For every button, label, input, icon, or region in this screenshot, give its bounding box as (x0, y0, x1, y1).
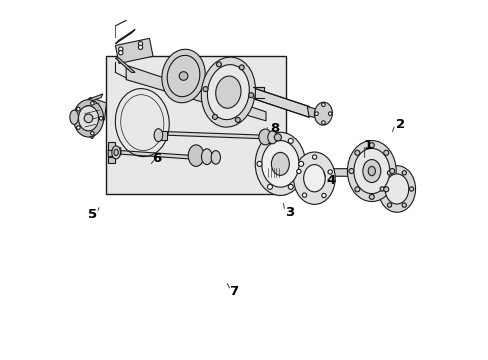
Ellipse shape (258, 129, 271, 145)
Text: 5: 5 (87, 208, 97, 221)
Ellipse shape (114, 149, 118, 156)
Circle shape (298, 161, 303, 166)
Ellipse shape (353, 148, 389, 194)
Bar (106, 56, 285, 194)
Polygon shape (86, 94, 102, 103)
Ellipse shape (162, 49, 205, 103)
Circle shape (287, 138, 293, 143)
Ellipse shape (70, 110, 78, 125)
Circle shape (90, 102, 94, 105)
Circle shape (383, 150, 388, 155)
Circle shape (90, 131, 94, 135)
Circle shape (383, 187, 388, 192)
Text: 4: 4 (325, 174, 334, 186)
Circle shape (321, 121, 325, 125)
Ellipse shape (314, 102, 332, 125)
Polygon shape (72, 98, 106, 139)
Polygon shape (115, 30, 135, 44)
Ellipse shape (78, 106, 99, 131)
Ellipse shape (293, 152, 335, 204)
Circle shape (354, 150, 359, 155)
Ellipse shape (112, 146, 120, 159)
Text: 7: 7 (229, 285, 238, 298)
Ellipse shape (261, 140, 298, 187)
Polygon shape (255, 89, 308, 117)
Circle shape (368, 194, 373, 199)
Circle shape (389, 168, 394, 174)
Ellipse shape (367, 166, 375, 176)
Ellipse shape (303, 165, 325, 192)
Circle shape (216, 62, 221, 67)
Polygon shape (108, 142, 115, 149)
Ellipse shape (255, 132, 305, 195)
Circle shape (401, 171, 406, 175)
Circle shape (312, 155, 316, 159)
Text: 3: 3 (284, 206, 293, 219)
Polygon shape (121, 150, 194, 159)
Polygon shape (306, 107, 321, 119)
Polygon shape (108, 148, 121, 157)
Circle shape (348, 168, 353, 174)
Circle shape (274, 134, 281, 141)
Circle shape (302, 193, 306, 197)
Ellipse shape (201, 149, 212, 165)
Circle shape (321, 193, 325, 198)
Circle shape (203, 87, 207, 91)
Circle shape (235, 117, 240, 122)
Ellipse shape (201, 57, 255, 127)
Polygon shape (126, 65, 265, 121)
Polygon shape (108, 157, 115, 163)
Circle shape (368, 143, 373, 148)
Text: 8: 8 (270, 122, 279, 135)
Circle shape (296, 169, 300, 174)
Ellipse shape (207, 65, 249, 120)
Circle shape (314, 112, 318, 116)
Ellipse shape (362, 159, 380, 183)
Circle shape (179, 72, 187, 80)
Circle shape (354, 187, 359, 192)
Polygon shape (165, 132, 264, 139)
Circle shape (77, 126, 80, 129)
Ellipse shape (215, 76, 241, 108)
Ellipse shape (378, 166, 415, 212)
Circle shape (379, 187, 384, 191)
Circle shape (321, 103, 325, 107)
Polygon shape (160, 131, 167, 140)
Circle shape (327, 170, 332, 174)
Circle shape (119, 50, 122, 55)
Circle shape (328, 112, 331, 116)
Ellipse shape (188, 145, 203, 166)
Circle shape (138, 45, 142, 49)
Ellipse shape (271, 152, 289, 175)
Circle shape (287, 184, 293, 189)
Ellipse shape (267, 131, 277, 144)
Circle shape (401, 203, 406, 207)
Text: 6: 6 (152, 152, 161, 165)
Circle shape (77, 107, 80, 111)
Polygon shape (267, 168, 362, 176)
Circle shape (257, 161, 262, 166)
Circle shape (248, 93, 253, 98)
Circle shape (138, 41, 142, 46)
Ellipse shape (211, 150, 220, 164)
Circle shape (267, 184, 272, 189)
Circle shape (386, 203, 391, 207)
Polygon shape (115, 58, 135, 72)
Circle shape (119, 47, 122, 51)
Circle shape (84, 114, 93, 123)
Circle shape (212, 114, 217, 120)
Polygon shape (253, 87, 264, 98)
Ellipse shape (384, 174, 408, 204)
Circle shape (267, 138, 272, 143)
Polygon shape (115, 39, 153, 63)
Text: 2: 2 (395, 118, 404, 131)
Circle shape (99, 117, 102, 120)
Text: 1: 1 (363, 139, 372, 152)
Circle shape (386, 171, 391, 175)
Ellipse shape (73, 100, 103, 137)
Circle shape (239, 65, 244, 70)
Circle shape (408, 187, 413, 191)
Ellipse shape (154, 129, 163, 141)
Ellipse shape (346, 140, 395, 202)
